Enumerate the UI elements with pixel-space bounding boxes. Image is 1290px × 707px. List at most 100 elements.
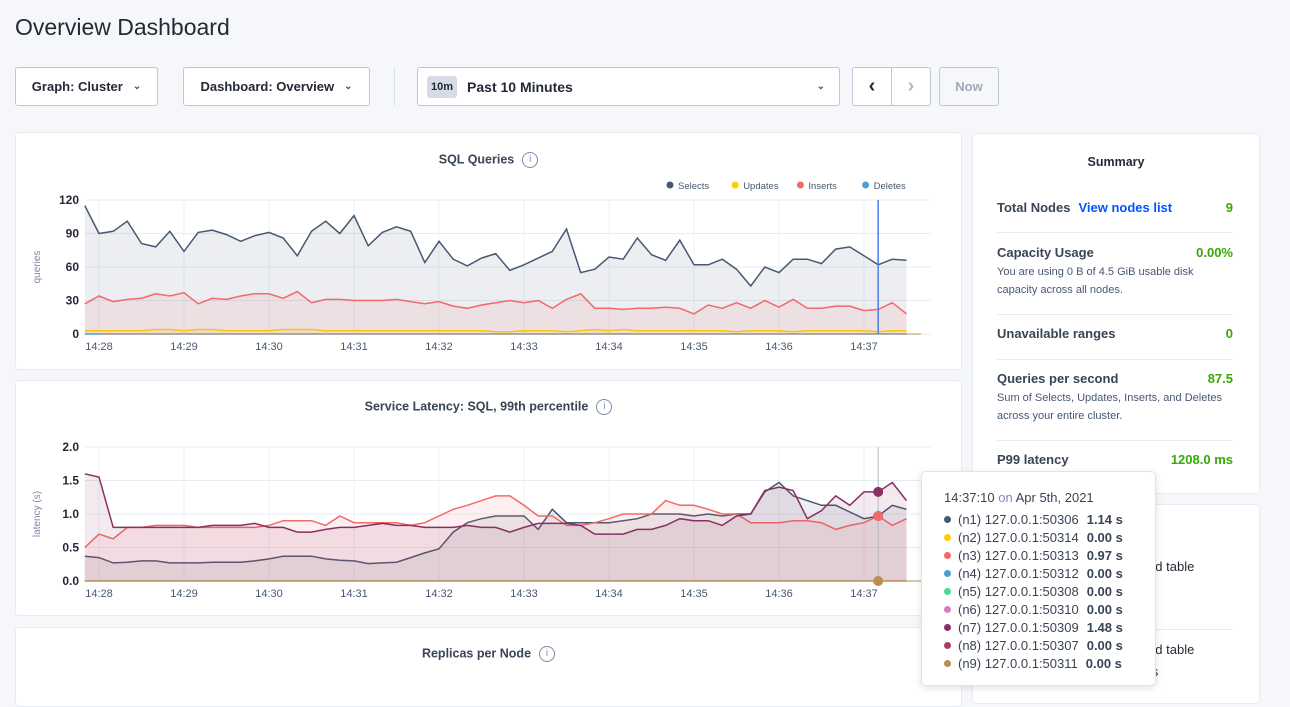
tooltip-node: (n4) 127.0.0.1:50312: [958, 565, 1079, 581]
series-dot-icon: [944, 533, 951, 541]
y-tick-label: 60: [66, 260, 80, 274]
y-tick-label: 2.0: [62, 440, 79, 454]
sql-queries-chart: 0 30 60 90 120 14:28 14:29 14:30 14:31 14:32 14:33…: [32, 181, 931, 353]
x-tick-label: 14:33: [510, 588, 538, 600]
tooltip-node: (n7) 127.0.0.1:50309: [958, 619, 1079, 635]
tooltip-value: 0.00 s: [1086, 601, 1123, 617]
hover-marker: [873, 486, 884, 497]
dashboard-select-label: Dashboard: Overview: [200, 79, 335, 94]
tooltip-node: (n2) 127.0.0.1:50314: [958, 529, 1079, 545]
tooltip-row: (n8) 127.0.0.1:50307 0.00 s: [944, 636, 1155, 654]
tooltip-node: (n9) 127.0.0.1:50311: [958, 655, 1078, 671]
graph-select[interactable]: Graph: Cluster ⌄: [15, 67, 158, 106]
label: Capacity Usage: [997, 245, 1094, 260]
y-tick-label: 0.5: [62, 541, 79, 555]
y-axis-label: queries: [32, 251, 43, 284]
value: 87.5: [1207, 371, 1233, 386]
value: 1208.0 ms: [1170, 452, 1233, 467]
time-range-select[interactable]: 10m Past 10 Minutes ⌄: [417, 67, 840, 106]
tooltip-node: (n3) 127.0.0.1:50313: [958, 547, 1079, 563]
tooltip-node: (n6) 127.0.0.1:50310: [958, 601, 1079, 617]
label: P99 latency: [997, 452, 1069, 467]
tooltip-row: (n2) 127.0.0.1:50314 0.00 s: [944, 528, 1155, 546]
tooltip-node: (n5) 127.0.0.1:50308: [958, 583, 1079, 599]
y-axis-label: latency (s): [32, 491, 43, 537]
x-tick-label: 14:36: [765, 588, 793, 600]
tooltip-row: (n5) 127.0.0.1:50308 0.00 s: [944, 582, 1155, 600]
y-tick-label: 120: [59, 193, 79, 207]
tooltip-value: 0.00 s: [1085, 655, 1122, 671]
summary-qps: Queries per second 87.5 Sum of Selects, Up…: [997, 371, 1233, 441]
x-tick-label: 14:36: [765, 341, 793, 353]
series-dot-icon: [944, 551, 951, 559]
dashboard-select[interactable]: Dashboard: Overview ⌄: [183, 67, 370, 106]
info-icon[interactable]: i: [539, 646, 556, 662]
series-dot-icon: [944, 569, 951, 577]
tooltip-row: (n6) 127.0.0.1:50310 0.00 s: [944, 600, 1155, 618]
value: 9: [1225, 200, 1233, 215]
y-tick-label: 30: [66, 294, 80, 308]
summary-title: Summary: [1087, 155, 1145, 169]
series-line-Updates: [84, 328, 907, 333]
x-tick-label: 14:34: [595, 341, 623, 353]
x-tick-label: 14:31: [340, 341, 368, 353]
info-icon[interactable]: i: [522, 152, 539, 168]
chart-title-text: SQL Queries: [438, 152, 515, 167]
next-time-button[interactable]: ›: [891, 67, 931, 106]
tooltip-value: 0.97 s: [1086, 547, 1123, 563]
tooltip-value: 0.00 s: [1086, 529, 1123, 545]
x-tick-label: 14:35: [680, 588, 708, 600]
legend-dot-icon: [862, 181, 870, 189]
x-tick-label: 14:29: [170, 588, 198, 600]
series-area: [84, 495, 907, 581]
latency-card: Service Latency: SQL, 99th percentile i 0…: [15, 380, 962, 616]
tooltip-node: (n8) 127.0.0.1:50307: [958, 637, 1079, 653]
tooltip-on: on: [998, 490, 1013, 505]
tooltip-time: 14:37:10 on Apr 5th, 2021: [944, 490, 1155, 505]
legend-dot-icon: [731, 181, 739, 189]
hover-marker: [873, 511, 884, 522]
series-line-(n3) 127.0.0.1:50313: [84, 495, 907, 549]
y-tick-label: 1.5: [62, 474, 79, 488]
chevron-down-icon: ⌄: [816, 81, 825, 92]
series-area: [84, 205, 907, 334]
info-icon[interactable]: i: [596, 399, 613, 415]
now-button[interactable]: Now: [939, 67, 999, 106]
series-dot-icon: [944, 515, 951, 523]
legend-label: Inserts: [808, 181, 837, 192]
view-nodes-link[interactable]: View nodes list: [1078, 200, 1173, 215]
y-tick-label: 90: [66, 227, 80, 241]
chevron-down-icon: ⌄: [132, 81, 142, 92]
value: 0.00%: [1196, 245, 1233, 260]
x-tick-label: 14:31: [340, 588, 368, 600]
legend-dot-icon: [796, 181, 804, 189]
tooltip-value: 0.00 s: [1086, 637, 1123, 653]
legend-label: Selects: [678, 181, 709, 192]
desc: You are using 0 B of 4.5 GiB usable disk…: [997, 266, 1194, 296]
latency-chart: 0.0 0.5 1.0 1.5 2.0 14:28 14:29 14:30 14:31 14:32…: [32, 440, 931, 600]
chart-title: Service Latency: SQL, 99th percentile i: [16, 399, 961, 415]
series-dot-icon: [944, 623, 951, 631]
y-tick-label: 1.0: [62, 507, 79, 521]
latency-tooltip: 14:37:10 on Apr 5th, 2021 (n1) 127.0.0.1…: [921, 471, 1156, 686]
tooltip-row: (n4) 127.0.0.1:50312 0.00 s: [944, 564, 1155, 582]
x-tick-label: 14:28: [85, 588, 113, 600]
chart-title-text: Service Latency: SQL, 99th percentile: [364, 399, 589, 414]
x-tick-label: 14:33: [510, 341, 538, 353]
series-dot-icon: [944, 587, 951, 595]
x-tick-label: 14:30: [255, 588, 283, 600]
prev-time-button[interactable]: ‹: [852, 67, 892, 106]
tooltip-value: 1.48 s: [1086, 619, 1123, 635]
legend-dot-icon: [666, 181, 674, 189]
divider: [394, 67, 395, 106]
tooltip-node: (n1) 127.0.0.1:50306: [958, 511, 1079, 527]
tooltip-value: 0.00 s: [1086, 565, 1123, 581]
label: Queries per second: [997, 371, 1119, 386]
tooltip-row: (n1) 127.0.0.1:50306 1.14 s: [944, 510, 1155, 528]
y-tick-label: 0: [72, 327, 79, 341]
tooltip-date: Apr 5th, 2021: [1015, 490, 1094, 505]
tooltip-row: (n3) 127.0.0.1:50313 0.97 s: [944, 546, 1155, 564]
series-dot-icon: [944, 641, 951, 649]
chart-title: SQL Queries i: [16, 152, 961, 168]
chart-title: Replicas per Node i: [16, 646, 961, 662]
